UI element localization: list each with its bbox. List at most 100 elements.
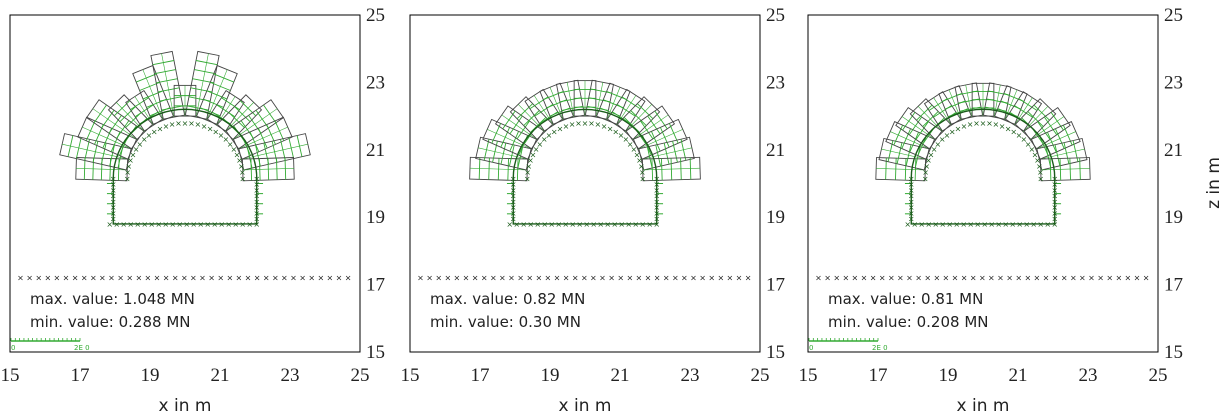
lining-node: ×: [253, 197, 260, 206]
invert-node: ×: [604, 220, 611, 229]
lining-node: ×: [1020, 135, 1027, 144]
ground-node: ×: [933, 274, 940, 283]
force-bar: [206, 89, 245, 132]
lining-node: ×: [188, 119, 195, 128]
lining-node: ×: [967, 120, 974, 129]
max-value-label-3: max. value: 0.81 MN: [828, 290, 983, 308]
ground-node: ×: [1061, 274, 1068, 283]
lining-node: ×: [1051, 215, 1058, 224]
lining-node: ×: [627, 140, 634, 149]
lining-node: ×: [908, 215, 915, 224]
invert-node: ×: [211, 220, 218, 229]
lining-node: ×: [231, 145, 238, 154]
invert-node: ×: [646, 220, 653, 229]
force-bar-axis: [948, 89, 962, 121]
lining-node: ×: [961, 122, 968, 131]
z-tick-label: 19: [766, 207, 785, 228]
lining-node: ×: [923, 162, 930, 171]
invert-node: ×: [1009, 220, 1016, 229]
plot-frame-3: [807, 14, 1159, 353]
lining-node: ×: [524, 174, 531, 183]
lining-node: ×: [510, 180, 517, 189]
lining-node: ×: [939, 135, 946, 144]
ground-node: ×: [272, 274, 279, 283]
force-bar-axis: [478, 147, 529, 160]
ground-node: ×: [1079, 274, 1086, 283]
lining-node: ×: [1037, 174, 1044, 183]
force-bar-axis: [487, 129, 533, 150]
lining-node: ×: [110, 186, 117, 195]
lining-node: ×: [922, 174, 929, 183]
lining-node: ×: [980, 119, 987, 128]
force-bar-axis: [501, 114, 538, 141]
ground-node: ×: [236, 274, 243, 283]
invert-node: ×: [127, 220, 134, 229]
ground-node: ×: [626, 274, 633, 283]
force-bar-axis: [876, 168, 926, 171]
invert-node: ×: [520, 220, 527, 229]
scale-label-right: 2E 0: [74, 344, 90, 352]
ground-node: ×: [554, 274, 561, 283]
invert-node: ×: [169, 220, 176, 229]
scale-bar-1: 0 2E 0: [10, 338, 90, 352]
lining-node: ×: [510, 192, 517, 201]
invert-node: ×: [534, 220, 541, 229]
lining-node: ×: [636, 156, 643, 165]
invert-node: ×: [120, 220, 127, 229]
ground-node: ×: [1134, 274, 1141, 283]
invert-node: ×: [1002, 220, 1009, 229]
lining-node: ×: [949, 127, 956, 136]
ground-node: ×: [81, 274, 88, 283]
ground-node: ×: [952, 274, 959, 283]
z-tick-label: 25: [1164, 5, 1183, 26]
ground-node: ×: [281, 274, 288, 283]
lining-node: ×: [163, 122, 170, 131]
ground-node: ×: [308, 274, 315, 283]
ground-node: ×: [508, 274, 515, 283]
ground-node: ×: [745, 274, 752, 283]
x-tick-label: 25: [1149, 365, 1168, 386]
ground-node: ×: [63, 274, 70, 283]
lining-node: ×: [925, 156, 932, 165]
force-bar-axis: [237, 126, 288, 150]
scale-label-right: 2E 0: [872, 344, 888, 352]
lining-node: ×: [151, 127, 158, 136]
ground-node: ×: [824, 274, 831, 283]
invert-node: ×: [1037, 220, 1044, 229]
ground-node: ×: [108, 274, 115, 283]
tunnel-lining: [910, 108, 1056, 225]
invert-node: ×: [148, 220, 155, 229]
force-bar-axis: [890, 131, 931, 150]
z-tick-label: 17: [766, 275, 785, 296]
ground-node: ×: [681, 274, 688, 283]
max-value-label-2: max. value: 0.82 MN: [430, 290, 585, 308]
ground-node: ×: [526, 274, 533, 283]
invert-node: ×: [190, 220, 197, 229]
z-tick-label: 25: [366, 5, 385, 26]
x-tick-label: 19: [141, 365, 160, 386]
invert-node: ×: [939, 220, 946, 229]
ground-node: ×: [327, 274, 334, 283]
ground-node: ×: [672, 274, 679, 283]
force-bar-axis: [62, 143, 129, 160]
lining-node: ×: [146, 131, 153, 140]
ground-node: ×: [563, 274, 570, 283]
invert-node: ×: [904, 220, 911, 229]
x-ticks-3: 15 17 19 21 23 25: [799, 365, 1168, 386]
z-tick-label: 15: [366, 342, 385, 363]
lining-node: ×: [955, 124, 962, 133]
x-tick-label: 23: [1079, 365, 1098, 386]
ground-node: ×: [663, 274, 670, 283]
invert-node: ×: [911, 220, 918, 229]
x-tick-label: 19: [939, 365, 958, 386]
lining-node: ×: [169, 120, 176, 129]
ground-node: ×: [54, 274, 61, 283]
ground-node: ×: [154, 274, 161, 283]
lining-node: ×: [110, 215, 117, 224]
z-tick-label: 17: [1164, 275, 1183, 296]
lining-node: ×: [510, 197, 517, 206]
invert-node: ×: [218, 220, 225, 229]
force-bar: [1014, 98, 1057, 140]
lining-node: ×: [110, 192, 117, 201]
